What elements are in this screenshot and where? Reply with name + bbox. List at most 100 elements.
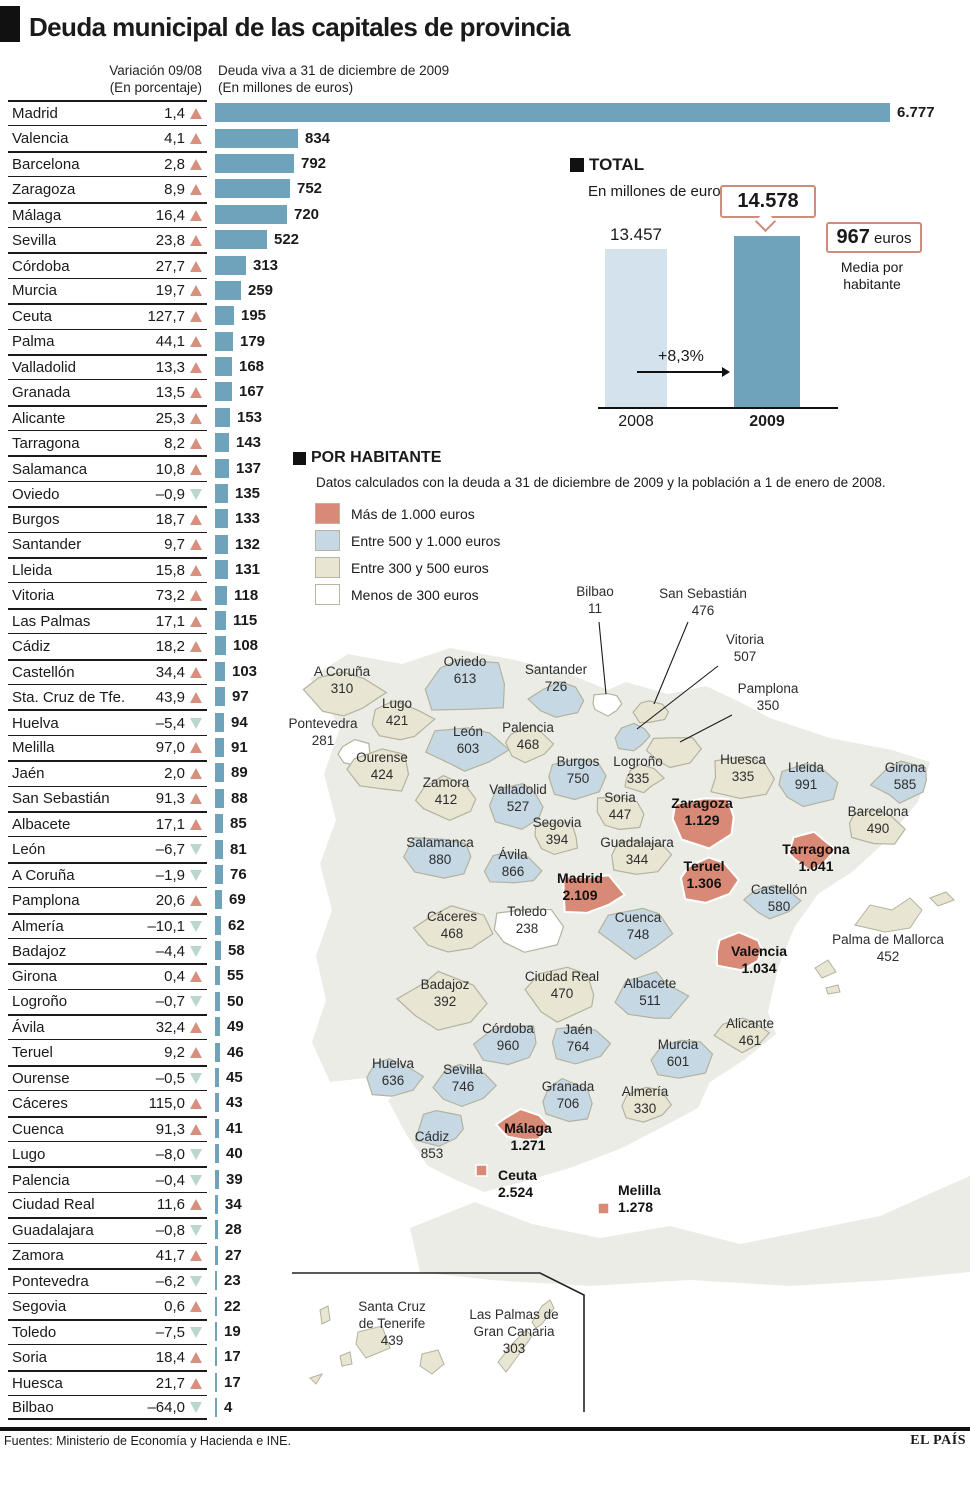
city-label: Melilla <box>12 739 55 757</box>
map-value-alicante: 461 <box>739 1033 762 1048</box>
province-ourense <box>346 748 410 792</box>
map-label-avila: Ávila <box>498 847 528 862</box>
trend-up-icon <box>185 793 207 805</box>
leader-line-san-sebastian <box>653 621 689 705</box>
table-row-left: Sta. Cruz de Tfe. 43,9 <box>8 683 207 709</box>
province-palencia <box>504 723 555 764</box>
debt-bar <box>215 509 228 529</box>
per-capita-section-header: POR HABITANTE <box>293 449 441 467</box>
debt-bar <box>215 1296 217 1316</box>
province-granada <box>542 1077 593 1123</box>
table-row-left: Huesca 21,7 <box>8 1369 207 1395</box>
table-row-left: Salamanca 10,8 <box>8 455 207 480</box>
bar-area: 85 <box>207 811 962 836</box>
table-row: Murcia 19,7 259 <box>8 277 962 303</box>
map-label-melilla: Melilla <box>618 1182 661 1198</box>
trend-up-icon <box>185 819 207 831</box>
bar-area: 137 <box>207 455 962 480</box>
bar-area: 49 <box>207 1014 962 1039</box>
city-label: Lleida <box>12 562 53 580</box>
bar-area: 135 <box>207 481 962 506</box>
table-row-left: Melilla 97,0 <box>8 734 207 760</box>
debt-value: 58 <box>228 942 245 960</box>
bar-area: 88 <box>207 786 962 811</box>
table-row: Logroño –0,7 50 <box>8 988 962 1014</box>
city-label: Pamplona <box>12 891 80 909</box>
column-header-debt-line2: (En millones de euros) <box>218 80 354 95</box>
trend-up-icon <box>185 1022 207 1034</box>
change-arrow-icon <box>637 367 730 376</box>
map-label-almeria: Almería <box>622 1084 669 1099</box>
table-row: A Coruña –1,9 76 <box>8 861 962 887</box>
map-value-cadiz: 853 <box>421 1146 444 1161</box>
trend-down-icon <box>185 1225 207 1237</box>
trend-down-icon <box>185 717 207 729</box>
debt-value: 88 <box>231 789 248 807</box>
province-santander <box>527 680 585 718</box>
legend-label: Más de 1.000 euros <box>351 505 475 522</box>
province-cuenca <box>597 907 674 961</box>
debt-value: 28 <box>225 1221 242 1239</box>
total-header: TOTAL <box>570 155 970 175</box>
map-value-valencia: 1.034 <box>741 960 776 976</box>
table-row: Lleida 15,8 131 <box>8 557 962 582</box>
province-barcelona <box>848 809 906 845</box>
map-label-zamora: Zamora <box>423 775 470 790</box>
province-bilbao <box>592 692 623 717</box>
debt-bar <box>215 941 221 961</box>
map-value-cordoba: 960 <box>497 1038 520 1053</box>
variation-value: 4,1 <box>164 130 185 148</box>
debt-value: 41 <box>226 1119 243 1137</box>
city-label: Guadalajara <box>12 1222 94 1240</box>
map-value-malaga: 1.271 <box>510 1137 545 1153</box>
trend-down-icon <box>185 945 207 957</box>
province-toledo <box>493 908 565 953</box>
debt-bar <box>215 280 241 300</box>
trend-up-icon <box>185 1377 207 1389</box>
debt-bar <box>215 382 232 402</box>
table-row: Alicante 25,3 153 <box>8 404 962 430</box>
variation-value: 91,3 <box>155 790 185 808</box>
legend-swatch-beige <box>315 557 340 578</box>
debt-bar <box>215 458 229 478</box>
map-value-barcelona: 490 <box>867 821 890 836</box>
map-label-logrono: Logroño <box>613 754 663 769</box>
province-valladolid <box>488 783 544 830</box>
bar-area: 50 <box>207 989 962 1014</box>
column-header-debt: Deuda viva a 31 de diciembre de 2009 (En… <box>218 62 548 96</box>
table-row: Ourense –0,5 45 <box>8 1064 962 1090</box>
map-svg: A Coruña 310 Pontevedra 281 Lugo 421 Ourense 42… <box>288 584 970 1412</box>
map-legend: Más de 1.000 euros Entre 500 y 1.000 euro… <box>315 500 500 608</box>
variation-value: –10,1 <box>147 917 185 935</box>
map-label-girona: Girona <box>885 760 926 775</box>
table-row-left: Palencia –0,4 <box>8 1166 207 1191</box>
table-row-left: Albacete 17,1 <box>8 810 207 836</box>
total-2008-value: 13.457 <box>610 225 662 244</box>
table-row: Barcelona 2,8 792 <box>8 150 962 176</box>
city-label: Alicante <box>12 409 66 427</box>
legend-item: Entre 500 y 1.000 euros <box>315 527 500 554</box>
debt-value: 131 <box>235 561 261 579</box>
legend-swatch-blue <box>315 530 340 551</box>
table-row: Ávila 32,4 49 <box>8 1014 962 1039</box>
debt-value: 6.777 <box>897 104 935 122</box>
table-row-left: Barcelona 2,8 <box>8 150 207 176</box>
variation-value: 8,2 <box>164 434 185 452</box>
trend-up-icon <box>185 565 207 577</box>
table-row: Madrid 1,4 6.777 <box>8 100 962 125</box>
province-guadalajara <box>611 840 673 875</box>
debt-value: 137 <box>236 459 262 477</box>
table-row-left: Pamplona 20,6 <box>8 887 207 912</box>
debt-bar <box>215 611 226 630</box>
debt-value: 522 <box>274 231 300 249</box>
marker-ceuta <box>475 1164 488 1177</box>
total-title: TOTAL <box>589 155 645 174</box>
map-value-a-coruna: 310 <box>331 681 354 696</box>
variation-value: 9,7 <box>164 536 185 554</box>
city-label: Zaragoza <box>12 180 76 198</box>
bar-area: 17 <box>207 1344 962 1369</box>
debt-value: 94 <box>231 713 248 731</box>
variation-value: 2,0 <box>164 765 185 783</box>
variation-value: 13,3 <box>155 359 185 377</box>
variation-value: 0,6 <box>164 1298 185 1316</box>
